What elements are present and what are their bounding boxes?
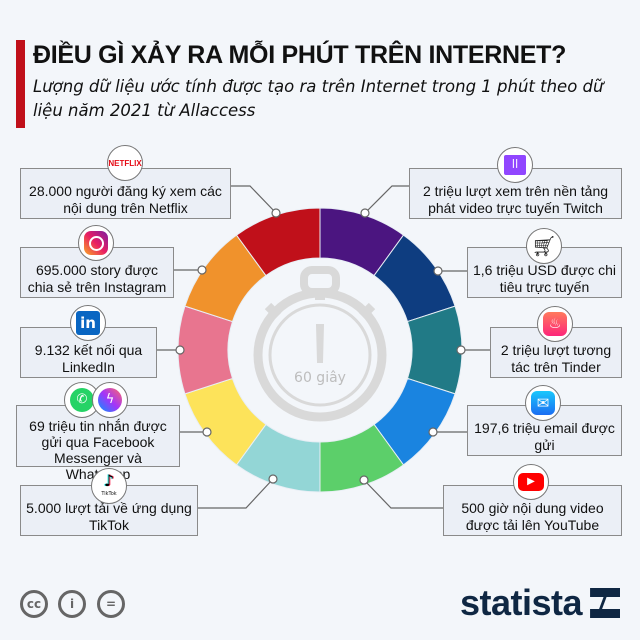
statista-logo-text: statista [460, 582, 583, 623]
netflix-icon: NETFLIX [107, 145, 143, 181]
linkedin-stat-text: 9.132 kết nối qua LinkedIn [34, 342, 143, 375]
connector-dot [456, 345, 466, 355]
messenger-stat-box: 69 triệu tin nhắn được gửi qua Facebook … [16, 405, 180, 482]
youtube-stat-text: 500 giờ nội dung video được tải lên YouT… [461, 500, 604, 533]
tiktok-logo-text: TikTok [101, 491, 117, 497]
connector-dot [202, 427, 212, 437]
stopwatch-icon [253, 266, 387, 422]
connector-dot [268, 474, 278, 484]
connector-dot [360, 208, 370, 218]
instagram-stat-text: 695.000 story được chia sẻ trên Instagra… [27, 262, 167, 295]
netflix-stat-text: 28.000 người đăng ký xem các nội dung tr… [29, 183, 222, 216]
tiktok-stat-text: 5.000 lượt tải về ứng dụng TikTok [26, 500, 192, 533]
page-subtitle: Lượng dữ liệu ước tính được tạo ra trên … [33, 77, 604, 120]
connector-dot [359, 475, 369, 485]
youtube-icon: ▶ [513, 464, 549, 500]
statista-logo-mark [590, 588, 621, 618]
cc-icon: cc [20, 590, 48, 618]
tinder-stat-text: 2 triệu lượt tương tác trên Tinder [500, 342, 612, 375]
tinder-stat-box: 2 triệu lượt tương tác trên Tinder [490, 327, 622, 378]
statista-logo: statista [460, 582, 621, 624]
email-stat-text: 197,6 triệu email được gửi [474, 420, 615, 453]
connector-line [364, 185, 409, 214]
twitch-stat-text: 2 triệu lượt xem trên nền tảng phát vide… [422, 183, 609, 216]
instagram-icon [78, 225, 114, 261]
connector-dot [433, 266, 443, 276]
shopping-cart-icon: 🛒︎ [526, 228, 562, 264]
ring-segment [235, 207, 321, 277]
connector-line [198, 478, 274, 509]
title-accent-bar [16, 40, 25, 128]
no-derivatives-icon: = [97, 590, 125, 618]
connector-line [363, 479, 443, 509]
stopwatch-label: 60 giây [294, 370, 346, 386]
connector-line [231, 185, 277, 214]
netflix-logo-text: NETFLIX [108, 158, 142, 168]
linkedin-icon: in [70, 305, 106, 341]
connector-dot [175, 345, 185, 355]
page-title: ĐIỀU GÌ XẢY RA MỖI PHÚT TRÊN INTERNET? [33, 41, 567, 69]
connector-dot [197, 265, 207, 275]
attribution-icon: i [58, 590, 86, 618]
mail-icon: ✉ [525, 385, 561, 421]
tiktok-stat-box: 5.000 lượt tải về ứng dụng TikTok [20, 485, 198, 536]
tinder-flame-icon: ♨ [537, 306, 573, 342]
connector-dot [428, 427, 438, 437]
tiktok-icon: ♪ TikTok [91, 468, 127, 504]
messenger-icon: ϟ [92, 382, 128, 418]
linkedin-logo-text: in [76, 311, 100, 335]
instagram-stat-box: 695.000 story được chia sẻ trên Instagra… [20, 247, 174, 298]
shopping-stat-text: 1,6 triệu USD được chi tiêu trực tuyến [472, 262, 617, 295]
connector-dot [271, 208, 281, 218]
twitch-icon: || [497, 147, 533, 183]
